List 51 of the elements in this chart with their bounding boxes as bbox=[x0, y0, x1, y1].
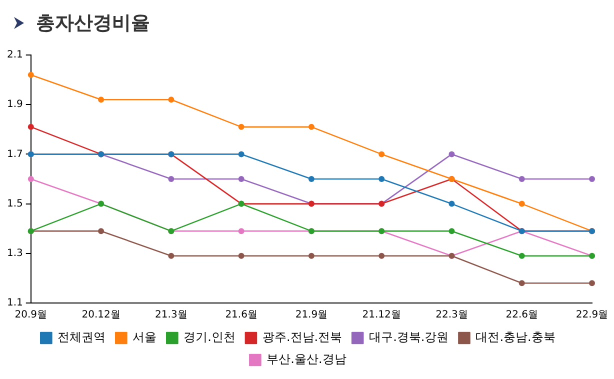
point bbox=[168, 96, 174, 103]
point bbox=[518, 280, 525, 286]
point bbox=[448, 228, 455, 234]
x-tick-label: 20.9월 bbox=[14, 310, 48, 321]
point bbox=[238, 151, 244, 158]
point bbox=[28, 124, 34, 130]
point bbox=[378, 252, 385, 259]
legend-label: 전체권역 bbox=[58, 330, 106, 344]
point bbox=[518, 176, 525, 182]
x-tick-label: 21.3월 bbox=[155, 310, 188, 321]
legend-label: 광주.전남.전북 bbox=[262, 330, 342, 344]
x-tick-label: 22.9월 bbox=[576, 310, 608, 321]
point bbox=[448, 200, 455, 207]
x-tick-label: 21.9월 bbox=[295, 310, 328, 321]
legend-label: 부산.울산.경남 bbox=[266, 352, 346, 366]
point bbox=[589, 176, 595, 182]
point bbox=[98, 228, 104, 234]
y-tick-label: 1.3 bbox=[6, 248, 23, 259]
legend-label: 대전.충남.충북 bbox=[476, 330, 556, 344]
chart-title: 총자산경비율 bbox=[36, 11, 150, 36]
x-tick-label: 21.6월 bbox=[225, 310, 258, 321]
point bbox=[308, 124, 314, 130]
point bbox=[308, 252, 314, 259]
x-tick-label: 21.12월 bbox=[362, 310, 401, 321]
point bbox=[168, 252, 174, 259]
point bbox=[518, 252, 525, 259]
point bbox=[168, 176, 174, 182]
point bbox=[98, 96, 104, 103]
point bbox=[308, 176, 314, 182]
point bbox=[448, 151, 455, 158]
y-tick-label: 1.5 bbox=[6, 198, 23, 210]
legend-label: 서울 bbox=[132, 330, 157, 344]
y-tick-label: 1.7 bbox=[6, 148, 23, 160]
point bbox=[238, 252, 244, 259]
y-tick-label: 2.1 bbox=[6, 50, 23, 61]
y-tick-label: 1.9 bbox=[6, 99, 23, 110]
point bbox=[378, 176, 385, 182]
legend-label: 대구.경북.강원 bbox=[369, 330, 449, 344]
x-tick-label: 20.12월 bbox=[82, 310, 120, 321]
point bbox=[518, 200, 525, 207]
point bbox=[238, 228, 244, 234]
point bbox=[378, 151, 385, 158]
point bbox=[589, 280, 595, 286]
y-tick-label: 1.1 bbox=[6, 298, 23, 309]
point bbox=[238, 124, 244, 130]
point bbox=[28, 72, 34, 78]
x-tick-label: 22.3월 bbox=[436, 310, 468, 321]
point bbox=[28, 176, 34, 182]
x-tick-label: 22.6월 bbox=[506, 310, 538, 321]
point bbox=[238, 176, 244, 182]
legend-label: 경기.인천 bbox=[184, 330, 236, 344]
